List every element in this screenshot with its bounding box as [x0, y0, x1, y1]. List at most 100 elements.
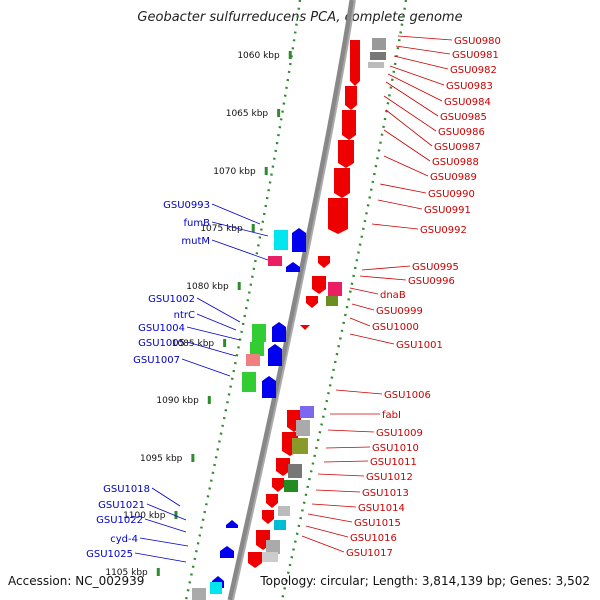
scale-tick-mark [156, 568, 160, 576]
callout-line [211, 203, 261, 225]
callout-line [196, 297, 241, 323]
gene-label-reverse: GSU1011 [370, 457, 417, 468]
gene-label-forward: GSU1005 [138, 338, 185, 349]
callout-line [371, 223, 419, 230]
reverse-strand-gene [272, 478, 284, 492]
gene-label-forward: GSU1021 [98, 500, 145, 511]
callout-line [186, 341, 237, 357]
callout-line [325, 446, 371, 449]
gene-label-reverse: GSU0986 [438, 127, 485, 138]
callout-line [385, 109, 433, 147]
callout-line [393, 55, 449, 70]
gene-label-forward: cyd-4 [110, 534, 138, 545]
callout-line [351, 303, 375, 311]
callout-line [387, 73, 443, 102]
scale-tick-label: 1090 kbp [156, 396, 199, 406]
callout-line [359, 275, 407, 281]
gene-label-reverse: GSU0995 [412, 262, 459, 273]
feature-block [210, 582, 222, 594]
reverse-strand-gene [342, 110, 356, 140]
reverse-strand-gene [318, 256, 330, 268]
callout-line [323, 460, 369, 463]
feature-block [252, 324, 266, 342]
forward-strand-gene [268, 344, 282, 366]
gene-label-reverse: GSU0989 [430, 172, 477, 183]
gene-label-forward: GSU1004 [138, 323, 185, 334]
scale-tick-mark [174, 511, 178, 519]
scale-tick-mark [207, 396, 211, 404]
feature-block [274, 230, 288, 250]
gene-label-reverse: GSU1009 [376, 428, 423, 439]
gene-label-reverse: GSU0996 [408, 276, 455, 287]
feature-block [328, 282, 342, 296]
scale-tick-label: 1100 kbp [123, 511, 166, 521]
scale-tick-mark [277, 109, 281, 117]
gene-label-reverse: GSU1014 [358, 503, 405, 514]
scale-ticks: 1060 kbp 1065 kbp 1070 kbp 1075 kbp 1080 kbp… [105, 51, 292, 578]
reverse-strand-gene [266, 494, 278, 508]
gene-features [192, 38, 386, 600]
reverse-strand-gene [312, 276, 326, 294]
callout-line [146, 503, 187, 521]
gene-label-forward: GSU1007 [133, 355, 180, 366]
gene-label-forward: GSU1018 [103, 484, 150, 495]
callout-line [397, 35, 453, 41]
callout-line [361, 265, 411, 271]
callout-line [377, 199, 423, 210]
feature-block [288, 464, 302, 478]
scale-tick-label: 1105 kbp [105, 568, 148, 578]
reverse-strand-gene [334, 168, 350, 198]
gene-label-reverse: dnaB [380, 290, 406, 301]
callout-line [349, 333, 395, 345]
feature-block [292, 438, 308, 454]
feature-block [262, 552, 278, 562]
callout-line [311, 503, 357, 508]
reverse-strand-gene [248, 552, 262, 568]
feature-block [278, 506, 290, 516]
callout-line [144, 518, 187, 533]
gene-label-forward: GSU1022 [96, 515, 143, 526]
feature-block [368, 62, 384, 68]
gene-label-reverse: GSU0980 [454, 36, 501, 47]
reverse-strand-gene [262, 510, 274, 524]
accession-value: NC_002939 [75, 574, 145, 588]
gene-labels: GSU0993 fumB mutM GSU1002 ntrC GSU1004 GSU1005… [86, 36, 501, 560]
gene-label-reverse: GSU0983 [446, 81, 493, 92]
feature-block [300, 406, 314, 418]
callout-line [389, 65, 445, 86]
scale-tick-mark [223, 339, 227, 347]
label-callout-lines [134, 35, 453, 563]
gene-label-forward: GSU1002 [148, 294, 195, 305]
gene-label-reverse: fabI [382, 410, 401, 421]
forward-strand-gene [220, 546, 234, 558]
scale-tick-label: 1065 kbp [226, 109, 269, 119]
callout-line [211, 239, 269, 261]
gene-label-forward: fumB [184, 218, 211, 229]
map-title: Geobacter sulfurreducens PCA, complete g… [137, 10, 463, 25]
callout-line [305, 525, 349, 538]
forward-strand-gene [286, 262, 300, 272]
feature-block [296, 420, 310, 436]
feature-block [192, 588, 206, 600]
callout-line [134, 552, 187, 563]
gene-label-reverse: GSU1006 [384, 390, 431, 401]
callout-line [335, 389, 383, 395]
gene-label-reverse: GSU1001 [396, 340, 443, 351]
feature-block [250, 342, 264, 356]
scale-tick-label: 1080 kbp [186, 282, 229, 292]
gene-label-reverse: GSU1016 [350, 533, 397, 544]
feature-block [370, 52, 386, 60]
gene-label-forward: mutM [181, 236, 210, 247]
callout-line [196, 313, 237, 331]
callout-line [349, 317, 371, 327]
callout-line [383, 95, 437, 132]
forward-strand-gene [262, 376, 276, 398]
reverse-strand-gene [345, 86, 357, 110]
scale-tick-label: 1095 kbp [140, 454, 183, 464]
callout-line [315, 489, 361, 493]
scale-tick-mark [191, 454, 195, 462]
scale-tick-mark [264, 167, 268, 175]
gene-label-reverse: GSU0990 [428, 189, 475, 200]
